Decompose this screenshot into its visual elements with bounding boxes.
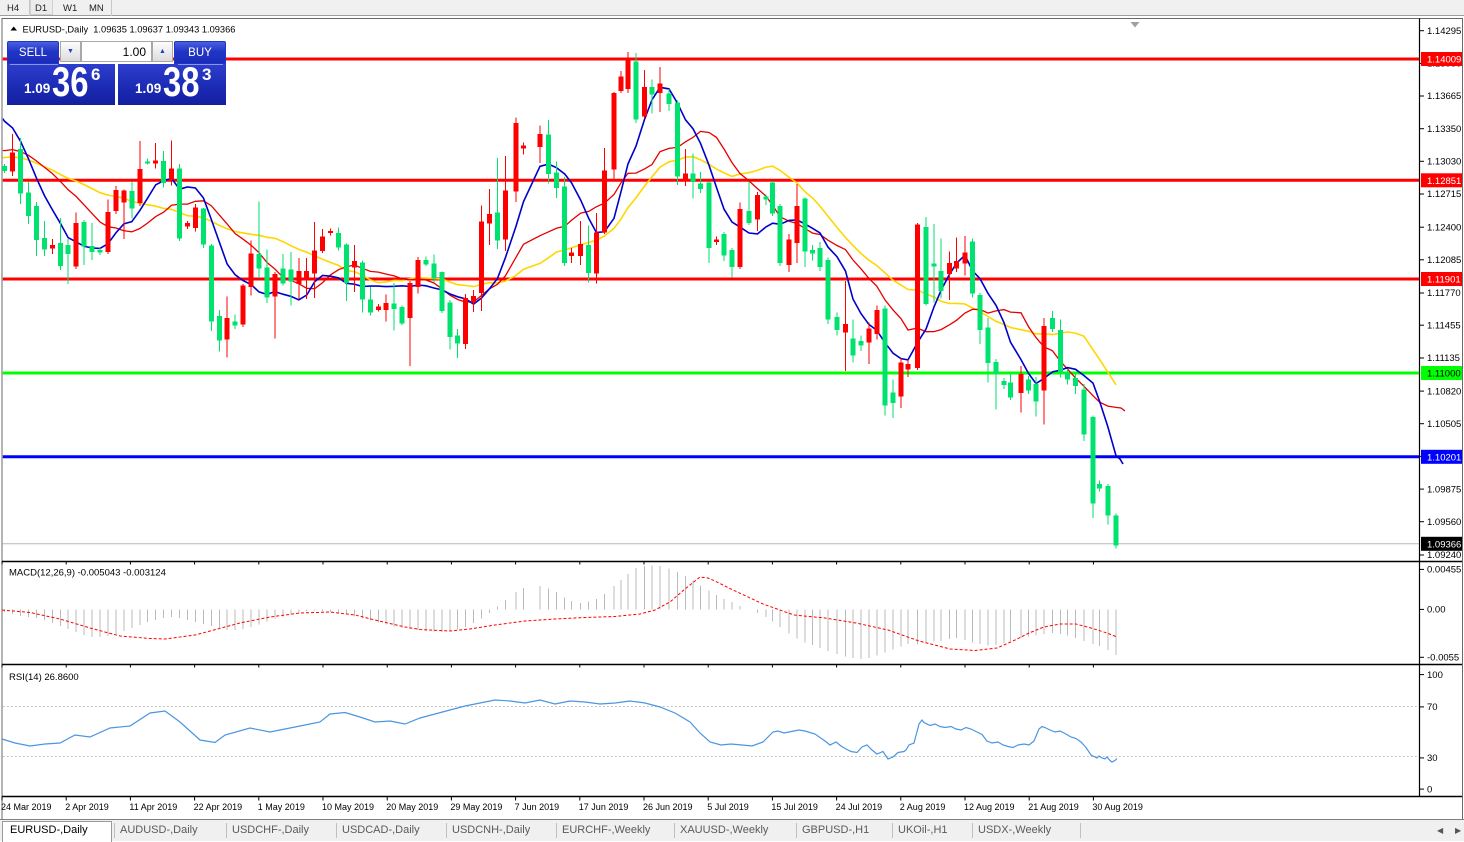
svg-text:-0.0055: -0.0055: [1427, 653, 1459, 664]
svg-text:1.10505: 1.10505: [1427, 419, 1461, 430]
svg-text:1.09875: 1.09875: [1427, 484, 1461, 495]
svg-text:11 Apr 2019: 11 Apr 2019: [129, 802, 177, 812]
svg-text:70: 70: [1427, 702, 1438, 713]
svg-text:2 Aug 2019: 2 Aug 2019: [900, 802, 946, 812]
svg-text:15 Jul 2019: 15 Jul 2019: [771, 802, 818, 812]
svg-text:1.12715: 1.12715: [1427, 189, 1461, 200]
svg-text:100: 100: [1427, 670, 1443, 681]
svg-text:17 Jun 2019: 17 Jun 2019: [579, 802, 629, 812]
svg-text:1 May 2019: 1 May 2019: [258, 802, 305, 812]
svg-text:24 Mar 2019: 24 Mar 2019: [1, 802, 52, 812]
svg-text:29 May 2019: 29 May 2019: [450, 802, 502, 812]
svg-text:1.14009: 1.14009: [1427, 55, 1461, 66]
svg-text:1.12085: 1.12085: [1427, 255, 1461, 266]
svg-text:0.00455: 0.00455: [1427, 565, 1461, 576]
svg-text:MACD(12,26,9) -0.005043 -0.003: MACD(12,26,9) -0.005043 -0.003124: [9, 568, 166, 579]
svg-text:1.11455: 1.11455: [1427, 320, 1461, 331]
svg-text:24 Jul 2019: 24 Jul 2019: [836, 802, 883, 812]
svg-text:1.11901: 1.11901: [1427, 275, 1461, 286]
svg-text:22 Apr 2019: 22 Apr 2019: [194, 802, 243, 812]
svg-text:1.09560: 1.09560: [1427, 517, 1461, 528]
svg-text:30 Aug 2019: 30 Aug 2019: [1092, 802, 1143, 812]
svg-text:RSI(14) 26.8600: RSI(14) 26.8600: [9, 672, 79, 683]
svg-text:1.09366: 1.09366: [1427, 539, 1461, 550]
svg-text:12 Aug 2019: 12 Aug 2019: [964, 802, 1015, 812]
svg-text:1.12851: 1.12851: [1427, 176, 1461, 187]
svg-text:1.10820: 1.10820: [1427, 386, 1461, 397]
svg-text:21 Aug 2019: 21 Aug 2019: [1028, 802, 1079, 812]
svg-text:5 Jul 2019: 5 Jul 2019: [707, 802, 749, 812]
svg-text:10 May 2019: 10 May 2019: [322, 802, 374, 812]
svg-text:1.10201: 1.10201: [1427, 452, 1461, 463]
svg-text:1.12400: 1.12400: [1427, 222, 1461, 233]
svg-text:EURUSD-,Daily 1.09635 1.09637: EURUSD-,Daily 1.09635 1.09637 1.09343 1.…: [23, 25, 236, 35]
svg-text:1.14295: 1.14295: [1427, 26, 1461, 37]
svg-text:1.11135: 1.11135: [1427, 353, 1460, 364]
svg-text:0: 0: [1427, 784, 1432, 795]
svg-text:20 May 2019: 20 May 2019: [386, 802, 438, 812]
svg-text:2 Apr 2019: 2 Apr 2019: [65, 802, 109, 812]
svg-text:1.13350: 1.13350: [1427, 124, 1461, 135]
svg-text:30: 30: [1427, 753, 1438, 764]
svg-text:1.13030: 1.13030: [1427, 157, 1461, 168]
svg-text:1.11770: 1.11770: [1427, 288, 1461, 299]
svg-text:7 Jun 2019: 7 Jun 2019: [515, 802, 560, 812]
svg-text:1.13665: 1.13665: [1427, 91, 1461, 102]
svg-text:1.09240: 1.09240: [1427, 550, 1461, 561]
svg-text:26 Jun 2019: 26 Jun 2019: [643, 802, 693, 812]
svg-text:1.11000: 1.11000: [1427, 369, 1461, 380]
svg-text:0.00: 0.00: [1427, 605, 1446, 616]
